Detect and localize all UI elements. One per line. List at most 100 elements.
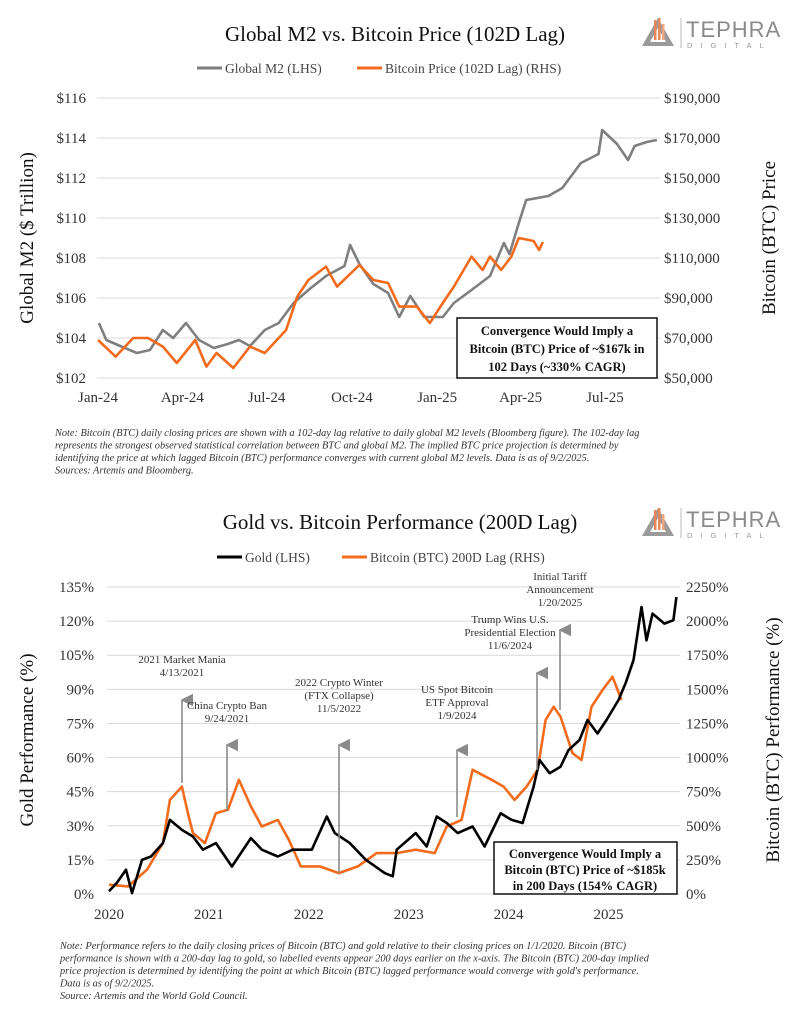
text-line: (FTX Collapse)	[304, 690, 374, 702]
y-tick-label-right: $70,000	[664, 331, 713, 347]
text-line: Convergence Would Imply a	[481, 324, 634, 338]
x-tick-label: Apr-24	[161, 390, 205, 406]
y-tick-label-left: 45%	[67, 785, 95, 801]
x-tick-label: 2022	[294, 907, 324, 923]
x-tick-label: 2025	[594, 907, 624, 923]
legend-label-m2: Global M2 (LHS)	[225, 61, 322, 76]
text-line: 1/20/2025	[538, 597, 583, 609]
chart-note: Note: Bitcoin (BTC) daily closing prices…	[54, 428, 639, 477]
y-tick-label-left: $108	[56, 251, 86, 267]
text-line: US Spot Bitcoin	[421, 684, 494, 696]
text-line: in 200 Days (154% CAGR)	[513, 879, 657, 893]
y-tick-label-left: 90%	[67, 682, 95, 698]
text-line: Announcement	[526, 584, 593, 596]
text-line: 1/9/2024	[437, 710, 477, 722]
y-tick-label-left: $114	[57, 131, 87, 147]
event-annotation: China Crypto Ban 9/24/2021	[187, 700, 268, 810]
annotation-text: Convergence Would Imply a Bitcoin (BTC) P…	[470, 324, 645, 374]
text-line: 4/13/2021	[160, 667, 205, 679]
text-line: performance is shown with a 200-day lag …	[59, 954, 650, 965]
y-tick-label-left: 15%	[67, 853, 95, 869]
y-tick-label-left: $116	[57, 91, 87, 107]
y-tick-label-right: $170,000	[664, 131, 720, 147]
convergence-annotation: Convergence Would Imply a Bitcoin (BTC) P…	[456, 317, 658, 379]
x-tick-label: Apr-25	[499, 390, 542, 406]
text-line: Bitcoin (BTC) Price of ~$185k	[504, 863, 665, 877]
event-label: 2021 Market Mania 4/13/2021	[138, 654, 225, 679]
event-label: US Spot Bitcoin ETF Approval 1/9/2024	[421, 684, 494, 722]
text-line: 11/6/2024	[488, 640, 533, 652]
event-annotation: 2021 Market Mania 4/13/2021	[138, 654, 226, 783]
text-line: represents the strongest observed statis…	[55, 441, 619, 452]
y-tick-label-right: 750%	[686, 785, 721, 801]
y-tick-label-right: 250%	[686, 853, 721, 869]
legend: Gold (LHS) Bitcoin (BTC) 200D Lag (RHS)	[217, 550, 545, 565]
event-annotation: US Spot Bitcoin ETF Approval 1/9/2024	[421, 684, 494, 817]
y-axis-title-right: Bitcoin (BTC) Performance (%)	[763, 617, 784, 862]
event-label: Initial Tariff Announcement 1/20/2025	[526, 571, 593, 609]
y-tick-label-left: $106	[56, 291, 87, 307]
event-annotation: 2022 Crypto Winter (FTX Collapse) 11/5/202…	[295, 677, 383, 873]
text-line: Sources: Artemis and Bloomberg.	[55, 466, 194, 477]
x-tick-label: 2023	[394, 907, 424, 923]
event-label: Trump Wins U.S. Presidential Election 11/6…	[464, 614, 556, 652]
chart-gold-vs-bitcoin: Gold vs. Bitcoin Performance (200D Lag) …	[17, 507, 784, 1002]
text-line: Note: Performance refers to the daily cl…	[59, 941, 627, 952]
y-tick-label-right: 1500%	[686, 682, 729, 698]
y-tick-label-right: 1250%	[686, 716, 729, 732]
logo: TEPHRA DIGITAL	[642, 17, 780, 50]
text-line: 2022 Crypto Winter	[295, 677, 383, 689]
text-line: China Crypto Ban	[187, 700, 268, 712]
x-tick-label: Jan-25	[417, 390, 457, 406]
text-line: Source: Artemis and the World Gold Counc…	[60, 991, 248, 1002]
text-line: Bitcoin (BTC) Price of ~$167k in	[470, 342, 645, 356]
y-tick-label-right: $90,000	[664, 291, 713, 307]
convergence-annotation: Convergence Would Imply a Bitcoin (BTC) P…	[493, 841, 678, 895]
chart-title: Gold vs. Bitcoin Performance (200D Lag)	[223, 510, 578, 534]
logo-text: TEPHRA	[686, 507, 781, 532]
x-tick-label: Jul-25	[586, 390, 624, 406]
y-tick-label-right: 2250%	[686, 580, 729, 596]
text-line: Initial Tariff	[533, 571, 587, 583]
series-line-gold	[108, 596, 678, 895]
annotation-text: Convergence Would Imply a Bitcoin (BTC) P…	[504, 847, 665, 893]
event-annotation: Trump Wins U.S. Presidential Election 11/6…	[464, 614, 556, 770]
y-tick-label-left: $110	[57, 211, 86, 227]
text-line: price projection is determined by identi…	[59, 966, 639, 977]
y-tick-label-left: 135%	[59, 580, 94, 596]
text-line: 11/5/2022	[317, 703, 361, 715]
y-tick-label-left: $102	[56, 371, 86, 387]
y-axis-title-left: Global M2 ($ Trillion)	[17, 152, 38, 324]
legend-label-gold: Gold (LHS)	[245, 550, 310, 565]
event-label: China Crypto Ban 9/24/2021	[187, 700, 268, 725]
text-line: 2021 Market Mania	[138, 654, 225, 666]
y-tick-label-left: 0%	[74, 887, 94, 903]
logo-subtext: DIGITAL	[687, 531, 772, 540]
logo-subtext: DIGITAL	[687, 41, 772, 50]
y-tick-label-left: 120%	[59, 614, 94, 630]
chart-note: Note: Performance refers to the daily cl…	[59, 941, 650, 1002]
y-tick-label-left: $104	[56, 331, 87, 347]
y-tick-label-left: 30%	[67, 819, 95, 835]
series-line-global-m2	[97, 128, 658, 355]
y-tick-label-left: 75%	[67, 716, 95, 732]
x-tick-label: Jan-24	[78, 390, 118, 406]
y-tick-label-right: $150,000	[664, 171, 720, 187]
y-tick-label-right: $130,000	[664, 211, 720, 227]
x-tick-label: 2020	[94, 907, 124, 923]
triangle-logo-icon	[642, 18, 674, 46]
event-annotation: Initial Tariff Announcement 1/20/2025	[526, 571, 594, 710]
x-tick-label: Jul-24	[248, 390, 286, 406]
text-line: Data is as of 9/2/2025.	[59, 979, 154, 990]
y-tick-label-right: $190,000	[664, 91, 720, 107]
x-tick-label: 2021	[194, 907, 224, 923]
y-tick-label-left: 60%	[67, 751, 95, 767]
chart-title: Global M2 vs. Bitcoin Price (102D Lag)	[225, 22, 565, 46]
y-tick-label-right: $50,000	[664, 371, 713, 387]
y-tick-label-left: 105%	[59, 648, 94, 664]
text-line: Note: Bitcoin (BTC) daily closing prices…	[54, 428, 639, 439]
y-tick-label-right: 1000%	[686, 751, 729, 767]
legend: Global M2 (LHS) Bitcoin Price (102D Lag)…	[197, 61, 561, 76]
text-line: 9/24/2021	[205, 713, 250, 725]
